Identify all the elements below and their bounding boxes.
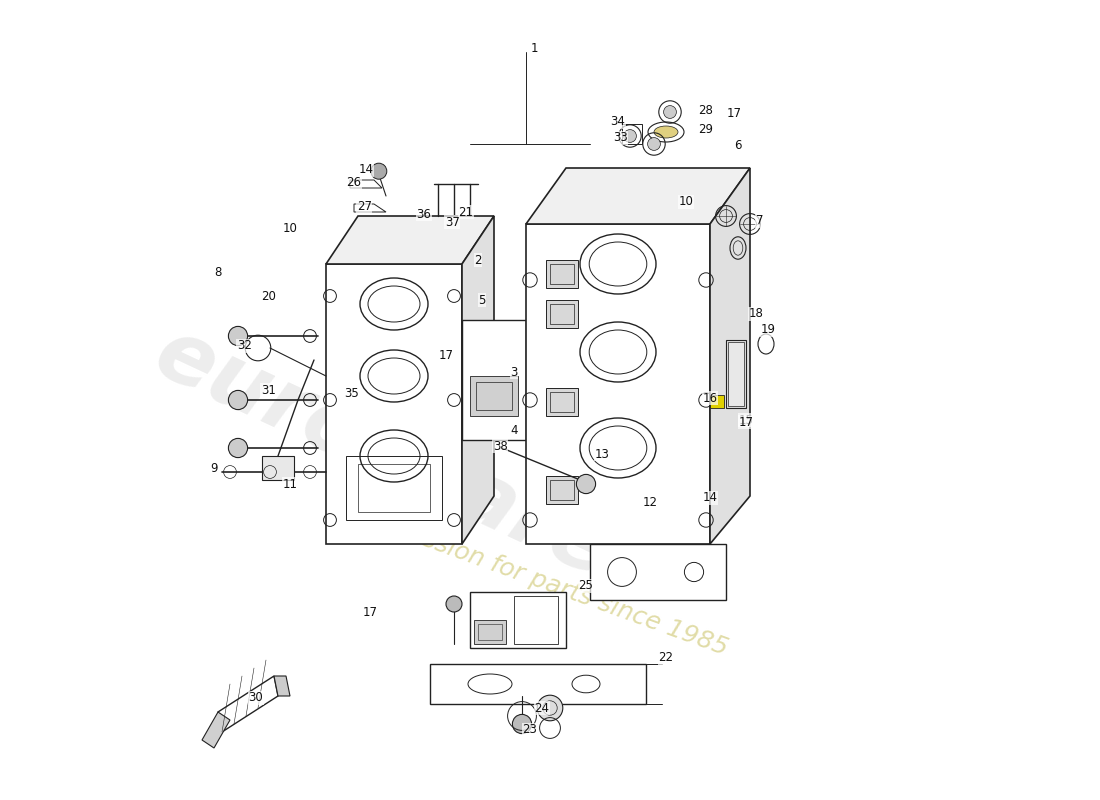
Circle shape (624, 130, 637, 142)
Polygon shape (526, 168, 750, 224)
Text: 32: 32 (236, 339, 252, 352)
Ellipse shape (654, 126, 678, 138)
Text: 6: 6 (735, 139, 741, 152)
Text: 21: 21 (459, 206, 473, 218)
Text: 12: 12 (642, 496, 658, 509)
Text: 2: 2 (474, 254, 482, 266)
Text: 33: 33 (613, 131, 628, 144)
Text: 7: 7 (756, 214, 763, 227)
Text: 25: 25 (579, 579, 593, 592)
Text: 37: 37 (446, 216, 460, 229)
Bar (550, 392, 574, 412)
Text: 23: 23 (522, 723, 538, 736)
Circle shape (229, 438, 248, 458)
Text: 31: 31 (261, 384, 276, 397)
Text: 20: 20 (261, 290, 276, 302)
Bar (546, 300, 578, 328)
Text: 38: 38 (493, 440, 508, 453)
Polygon shape (326, 216, 494, 264)
Polygon shape (354, 204, 386, 212)
Text: 18: 18 (749, 307, 763, 320)
Circle shape (576, 474, 595, 494)
Circle shape (513, 714, 531, 734)
Bar (550, 480, 574, 500)
Text: 1: 1 (530, 42, 538, 54)
Text: 16: 16 (703, 392, 717, 405)
Bar (546, 476, 578, 504)
Text: 9: 9 (210, 462, 218, 474)
Bar (358, 464, 430, 512)
Polygon shape (462, 320, 526, 440)
Text: 8: 8 (214, 266, 222, 278)
Bar (546, 260, 578, 288)
Text: 17: 17 (726, 107, 741, 120)
Text: eurospares: eurospares (142, 311, 670, 617)
Bar (546, 388, 578, 416)
Circle shape (371, 163, 387, 179)
Polygon shape (710, 168, 750, 544)
Text: 17: 17 (738, 416, 754, 429)
Text: 30: 30 (249, 691, 263, 704)
Polygon shape (526, 224, 710, 544)
Bar (474, 620, 506, 644)
Text: 26: 26 (346, 176, 362, 189)
Bar (262, 456, 294, 480)
Bar (550, 264, 574, 284)
Bar (470, 376, 518, 416)
Bar (726, 340, 746, 408)
Text: 35: 35 (344, 387, 359, 400)
Text: 29: 29 (698, 123, 714, 136)
Circle shape (446, 596, 462, 612)
Polygon shape (274, 676, 290, 696)
Text: 14: 14 (703, 491, 717, 504)
Circle shape (229, 326, 248, 346)
Text: 22: 22 (659, 651, 673, 664)
Text: 24: 24 (535, 702, 550, 714)
Text: 17: 17 (439, 350, 453, 362)
Bar (346, 456, 442, 520)
Bar (478, 624, 502, 640)
Text: 3: 3 (510, 366, 518, 378)
Bar (476, 382, 512, 410)
Circle shape (537, 695, 563, 721)
Text: 19: 19 (761, 323, 776, 336)
Bar (710, 395, 725, 408)
Polygon shape (326, 264, 462, 544)
Text: 13: 13 (595, 448, 609, 461)
Polygon shape (202, 712, 230, 748)
Polygon shape (350, 180, 382, 188)
Text: 17: 17 (363, 606, 377, 618)
Text: 14: 14 (359, 163, 374, 176)
Polygon shape (590, 544, 726, 600)
Bar (514, 596, 558, 644)
Polygon shape (470, 592, 566, 648)
Bar (728, 342, 744, 406)
Text: 10: 10 (679, 195, 693, 208)
Text: 27: 27 (356, 200, 372, 213)
Bar (550, 304, 574, 324)
Polygon shape (462, 216, 494, 544)
Polygon shape (621, 124, 642, 144)
Text: 10: 10 (283, 222, 297, 234)
Text: a passion for parts since 1985: a passion for parts since 1985 (368, 508, 732, 660)
Text: 34: 34 (610, 115, 626, 128)
Polygon shape (218, 676, 278, 732)
Text: 5: 5 (478, 294, 486, 306)
Text: 28: 28 (698, 104, 714, 117)
Text: 4: 4 (510, 424, 518, 437)
Circle shape (663, 106, 676, 118)
Text: 11: 11 (283, 478, 297, 490)
Polygon shape (430, 664, 646, 704)
Text: 36: 36 (416, 208, 431, 221)
Circle shape (229, 390, 248, 410)
Text: 15: 15 (738, 414, 754, 426)
Circle shape (648, 138, 660, 150)
